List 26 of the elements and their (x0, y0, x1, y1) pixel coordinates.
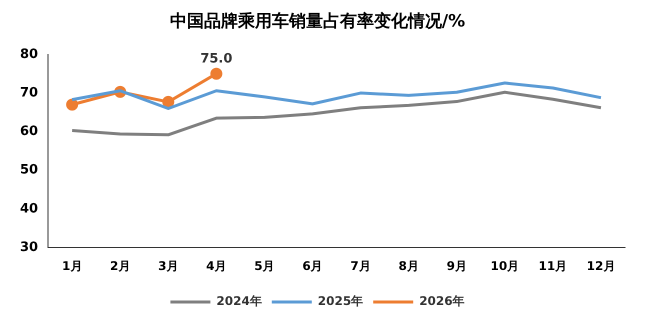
point (162, 96, 174, 108)
x-tick-label: 9月 (446, 258, 467, 273)
x-tick-label: 12月 (586, 258, 616, 273)
x-tick-label: 11月 (538, 258, 568, 273)
y-tick-label: 30 (20, 240, 38, 255)
y-tick-label: 70 (20, 85, 38, 100)
x-tick-label: 2月 (110, 258, 130, 273)
point (66, 98, 78, 111)
point (210, 68, 222, 80)
legend-label: 2025年 (318, 294, 364, 308)
chart-title: 中国品牌乘用车销量占有率变化情况/% (170, 12, 466, 32)
legend-label: 2024年 (216, 294, 262, 308)
data-label: 75.0 (200, 52, 232, 67)
x-tick-label: 3月 (158, 258, 178, 273)
x-tick-label: 5月 (254, 258, 275, 273)
x-tick-label: 8月 (398, 258, 419, 273)
y-tick-label: 40 (20, 201, 38, 216)
x-tick-label: 6月 (302, 258, 323, 273)
x-tick-label: 4月 (206, 258, 227, 273)
y-tick-label: 50 (20, 162, 38, 178)
x-tick-label: 7月 (350, 258, 371, 273)
y-tick-label: 80 (20, 46, 38, 62)
legend-label: 2026年 (419, 294, 465, 308)
x-tick-label: 1月 (62, 258, 82, 273)
y-tick-label: 60 (20, 124, 38, 140)
x-tick-label: 10月 (490, 258, 520, 273)
